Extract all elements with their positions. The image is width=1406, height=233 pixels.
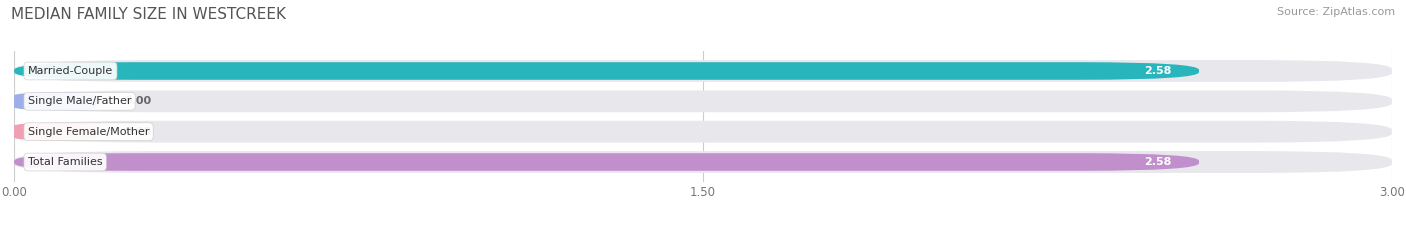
FancyBboxPatch shape bbox=[14, 153, 1199, 171]
Text: 2.58: 2.58 bbox=[1144, 66, 1171, 76]
FancyBboxPatch shape bbox=[14, 151, 1392, 173]
Text: 0.00: 0.00 bbox=[124, 96, 152, 106]
Text: Single Male/Father: Single Male/Father bbox=[28, 96, 131, 106]
Text: Total Families: Total Families bbox=[28, 157, 103, 167]
FancyBboxPatch shape bbox=[14, 93, 97, 110]
Text: Married-Couple: Married-Couple bbox=[28, 66, 112, 76]
FancyBboxPatch shape bbox=[14, 121, 1392, 143]
Text: 0.00: 0.00 bbox=[124, 127, 152, 137]
Text: MEDIAN FAMILY SIZE IN WESTCREEK: MEDIAN FAMILY SIZE IN WESTCREEK bbox=[11, 7, 287, 22]
FancyBboxPatch shape bbox=[14, 90, 1392, 112]
Text: 2.58: 2.58 bbox=[1144, 157, 1171, 167]
FancyBboxPatch shape bbox=[14, 60, 1392, 82]
FancyBboxPatch shape bbox=[14, 123, 97, 140]
FancyBboxPatch shape bbox=[14, 62, 1199, 80]
Text: Source: ZipAtlas.com: Source: ZipAtlas.com bbox=[1277, 7, 1395, 17]
Text: Single Female/Mother: Single Female/Mother bbox=[28, 127, 149, 137]
